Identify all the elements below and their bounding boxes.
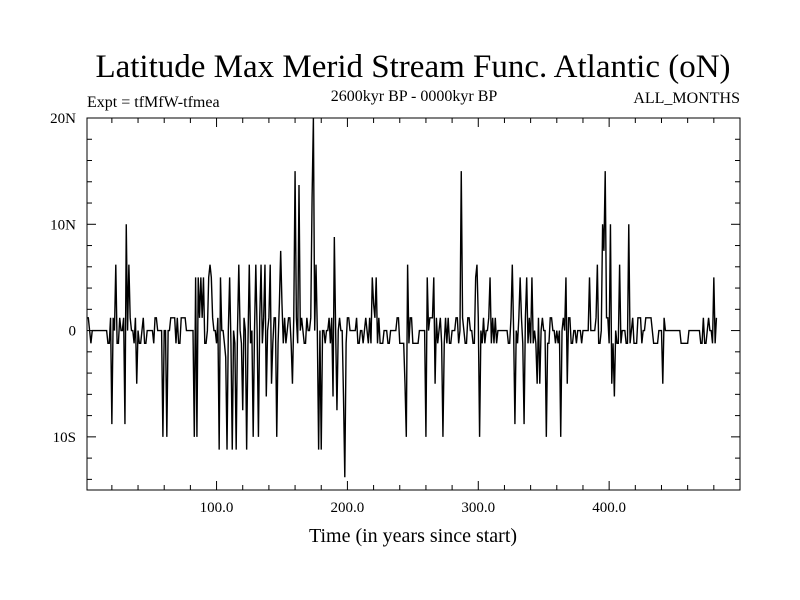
series-line <box>87 117 718 478</box>
x-tick-label: 400.0 <box>592 500 626 516</box>
x-minor-ticks <box>111 118 715 490</box>
y-tick-label: 0 <box>69 324 77 340</box>
plot-frame <box>86 117 741 491</box>
x-axis-label: Time (in years since start) <box>309 525 517 547</box>
y-minor-ticks <box>87 138 740 480</box>
y-tick-label: 10N <box>50 217 76 233</box>
chart-subtitle-center: 2600kyr BP - 0000kyr BP <box>331 88 498 105</box>
x-tick-label: 200.0 <box>331 500 365 516</box>
y-axis-ticks: 20N 10N 0 10S <box>50 111 740 446</box>
chart-title: Latitude Max Merid Stream Func. Atlantic… <box>95 49 730 85</box>
chart-subtitle-left: Expt = tfMfW-tfmea <box>87 94 220 111</box>
x-tick-label: 100.0 <box>200 500 234 516</box>
y-tick-label: 10S <box>53 430 76 446</box>
x-axis-ticks: 100.0 200.0 300.0 400.0 <box>200 118 626 516</box>
chart-subtitle-right: ALL_MONTHS <box>633 90 740 107</box>
x-tick-label: 300.0 <box>461 500 495 516</box>
y-tick-label: 20N <box>50 111 76 127</box>
